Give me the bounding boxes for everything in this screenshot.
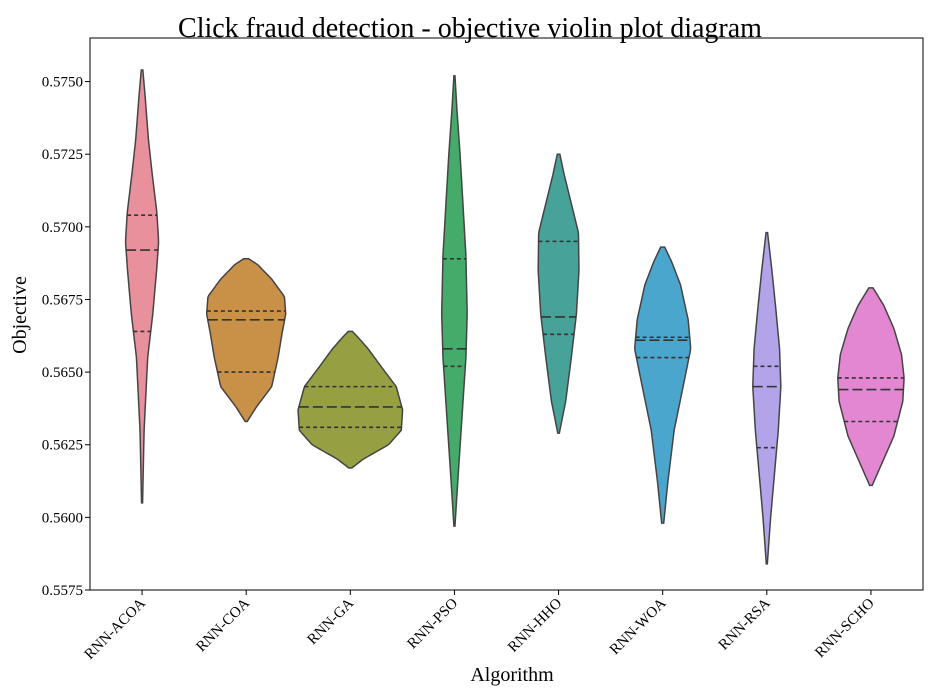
chart-title: Click fraud detection - objective violin… (178, 13, 762, 44)
x-tick-label-rnn-scho: RNN-SCHO (812, 595, 878, 661)
y-tick-label: 0.5725 (42, 147, 83, 163)
x-tick-label-rnn-hho: RNN-HHO (505, 595, 565, 655)
plot-frame (89, 37, 924, 591)
violins-group (124, 69, 905, 565)
x-tick-label-rnn-woa: RNN-WOA (607, 595, 670, 658)
violin-rnn-rsa (752, 231, 782, 565)
x-tick-label-rnn-rsa: RNN-RSA (716, 595, 774, 653)
y-tick-label: 0.5675 (42, 292, 83, 308)
violin-rnn-woa (634, 246, 692, 524)
violin-rnn-ga (297, 330, 404, 469)
x-axis: RNN-ACOA RNN-COA RNN-GA RNN-PSO RNN-HHO RNN-W… (82, 590, 878, 663)
y-tick-label: 0.5575 (42, 583, 83, 599)
y-tick-label: 0.5650 (42, 365, 83, 381)
y-axis-label: Objective (9, 276, 31, 354)
violin-rnn-pso (440, 75, 468, 527)
x-tick-label-rnn-coa: RNN-COA (193, 595, 253, 655)
x-tick-label-rnn-pso: RNN-PSO (405, 595, 462, 652)
violin-rnn-hho (537, 153, 580, 434)
y-tick-label: 0.5600 (42, 510, 83, 526)
y-tick-label: 0.5700 (42, 220, 83, 236)
violin-rnn-scho (837, 287, 905, 487)
y-tick-label: 0.5750 (42, 75, 83, 91)
x-axis-label: Algorithm (470, 664, 554, 686)
violin-rnn-acoa (124, 69, 160, 504)
y-axis: 0.5575 0.5600 0.5625 0.5650 0.5675 0.5700 0.57… (42, 75, 90, 599)
violin-rnn-coa (205, 258, 287, 423)
x-tick-label-rnn-acoa: RNN-ACOA (82, 595, 149, 662)
x-tick-label-rnn-ga: RNN-GA (305, 595, 358, 648)
y-tick-label: 0.5625 (42, 438, 83, 454)
